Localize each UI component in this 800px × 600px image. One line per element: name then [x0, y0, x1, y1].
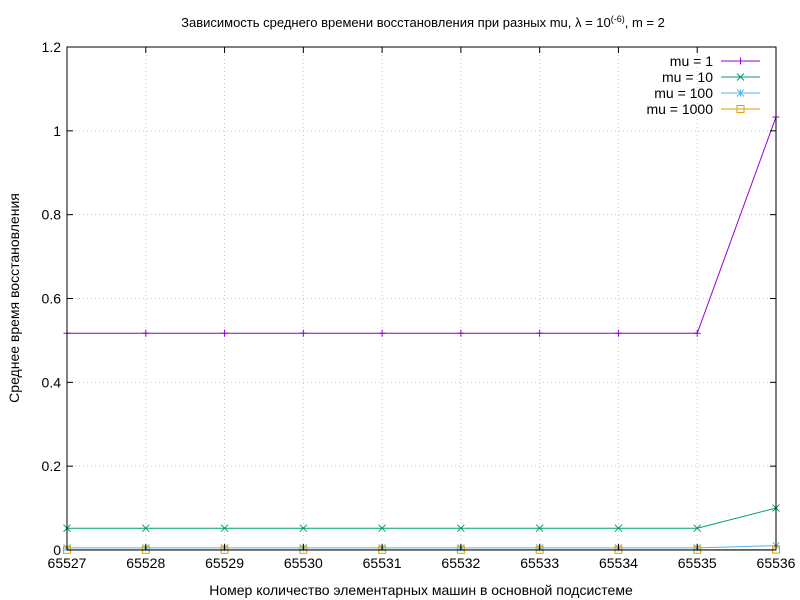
y-tick-label: 0.4 — [42, 374, 62, 390]
y-tick-label: 0.6 — [42, 291, 62, 307]
data-point — [614, 329, 622, 337]
series-line — [67, 545, 777, 549]
grid-lines — [67, 47, 776, 550]
legend-label: mu = 10 — [662, 69, 713, 85]
y-tick-label: 0 — [53, 542, 61, 558]
legend-entry: mu = 100 — [654, 85, 760, 101]
legend-label: mu = 1 — [670, 53, 713, 69]
legend-entry: mu = 1 — [670, 53, 760, 69]
data-point — [457, 329, 465, 337]
data-point — [693, 524, 702, 533]
x-tick-label: 65527 — [48, 555, 87, 571]
axis-ticks: 0 0.2 0.4 0.6 0.8 1 1.2 65527 65528 65529 65530 655… — [42, 39, 796, 571]
chart-title-suffix: , m = 2 — [625, 15, 665, 30]
data-point — [299, 329, 307, 337]
chart-title-main: Зависимость среднего времени восстановле… — [181, 15, 611, 30]
x-tick-label: 65532 — [441, 555, 480, 571]
x-axis-label: Номер количество элементарных машин в ос… — [209, 582, 633, 598]
data-point — [536, 329, 544, 337]
x-tick-label: 65530 — [284, 555, 323, 571]
data-point — [299, 524, 308, 533]
data-point — [141, 524, 150, 533]
chart-title: Зависимость среднего времени восстановле… — [181, 14, 665, 30]
x-tick-label: 65529 — [205, 555, 244, 571]
legend-marker — [737, 57, 744, 65]
data-point — [221, 329, 229, 337]
series-line — [67, 507, 777, 529]
data-point — [378, 524, 386, 533]
legend-entry: mu = 10 — [662, 69, 760, 85]
x-tick-label: 65531 — [363, 555, 402, 571]
data-point — [142, 329, 150, 337]
data-point — [535, 524, 544, 533]
data-point — [614, 524, 623, 533]
series-layer — [63, 113, 780, 554]
legend-entry: mu = 1000 — [646, 101, 760, 117]
y-tick-label: 1 — [53, 123, 61, 139]
series-2 — [63, 504, 780, 533]
data-point — [693, 329, 701, 337]
y-tick-label: 0.2 — [42, 458, 62, 474]
legend-label: mu = 100 — [654, 85, 713, 101]
legend-marker — [736, 105, 745, 113]
series-line — [67, 116, 777, 334]
data-point — [378, 329, 386, 337]
y-tick-label: 1.2 — [42, 39, 62, 55]
x-tick-label: 65536 — [757, 555, 796, 571]
legend-marker — [736, 89, 745, 97]
legend-marker — [736, 73, 745, 81]
x-tick-label: 65533 — [520, 555, 559, 571]
chart-title-superscript: (-6) — [611, 14, 625, 24]
data-point — [220, 524, 229, 533]
plot-frame — [66, 46, 777, 551]
x-tick-label: 65535 — [678, 555, 717, 571]
x-tick-label: 65528 — [126, 555, 165, 571]
data-point — [457, 524, 465, 533]
x-tick-label: 65534 — [599, 555, 638, 571]
legend-label: mu = 1000 — [646, 101, 713, 117]
y-tick-label: 0.8 — [42, 207, 62, 223]
y-axis-label: Среднее время восстановления — [6, 193, 22, 403]
series-1 — [63, 113, 780, 337]
